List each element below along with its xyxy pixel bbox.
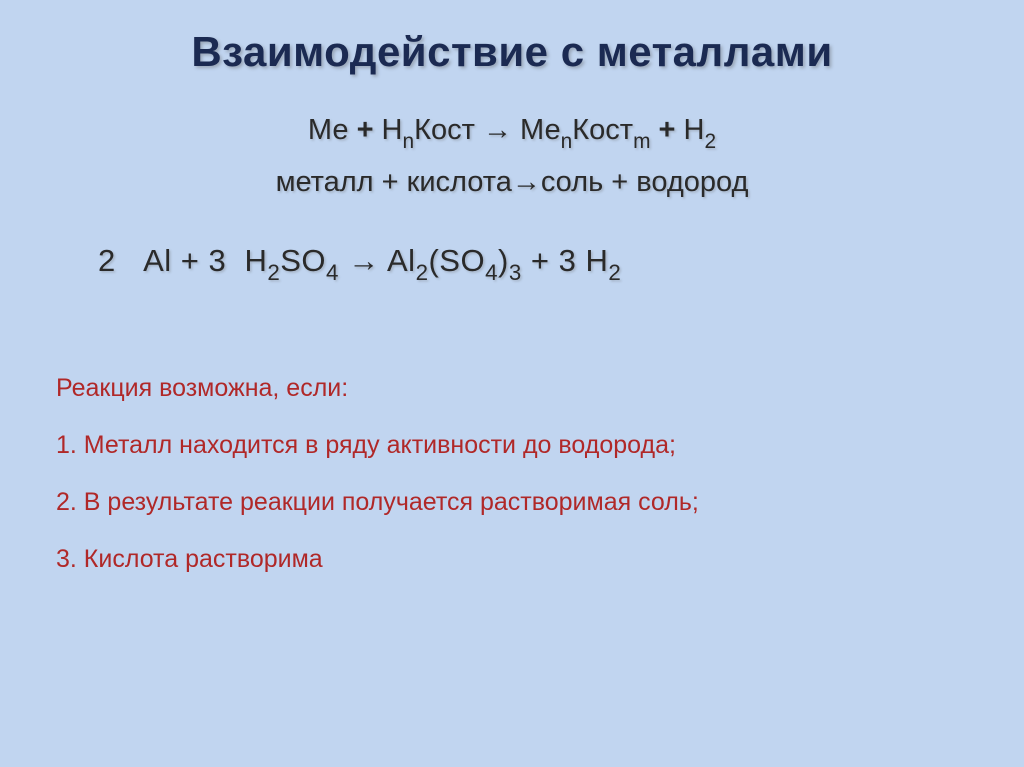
- generic-formula: Ме + НnКост → МеnКостm + Н2: [50, 114, 974, 152]
- condition-item: 3. Кислота растворима: [50, 545, 974, 574]
- conditions-heading: Реакция возможна, если:: [50, 374, 974, 403]
- condition-item: 1. Металл находится в ряду активности до…: [50, 431, 974, 460]
- chemical-equation: 2 Al + 3 H2SO4 → Al2(SO4)3 + 3 H2: [50, 243, 974, 284]
- slide: Взаимодействие с металлами Ме + НnКост →…: [0, 0, 1024, 767]
- slide-title: Взаимодействие с металлами: [50, 28, 974, 76]
- word-formula: металл + кислота→соль + водород: [50, 166, 974, 199]
- condition-item: 2. В результате реакции получается раств…: [50, 488, 974, 517]
